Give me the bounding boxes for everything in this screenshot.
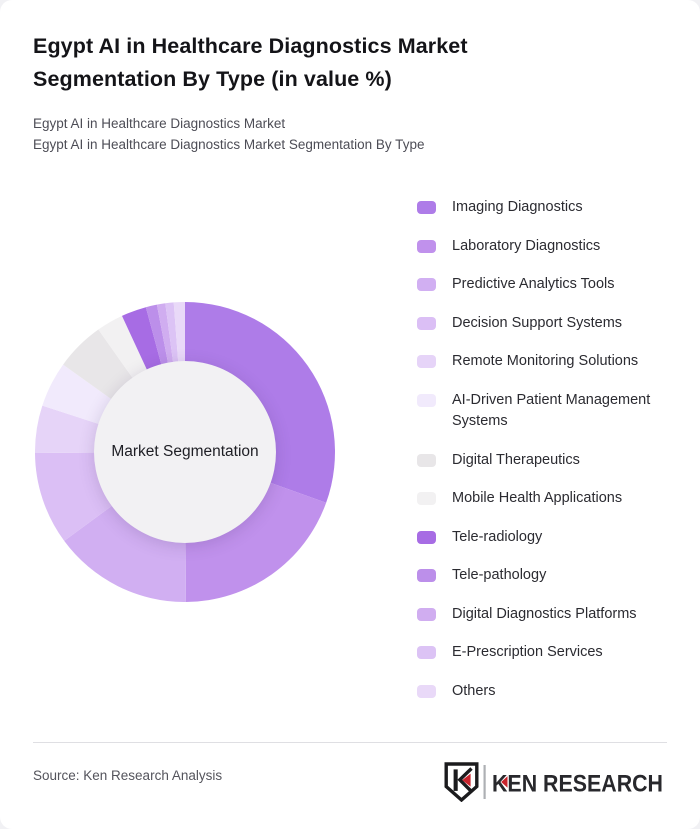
logo-wordmark: KEN RESEARCH (492, 771, 663, 798)
donut-center-hole: Market Segmentation (94, 361, 276, 543)
legend-label: Mobile Health Applications (452, 490, 623, 506)
legend-swatch-mobile-health-applications (417, 492, 436, 505)
subtitle-line-1: Egypt AI in Healthcare Diagnostics Marke… (33, 116, 286, 131)
footer-divider (33, 742, 667, 743)
legend-swatch-remote-monitoring-solutions (417, 355, 436, 368)
legend-swatch-ai-driven-patient-management-systems (417, 393, 436, 407)
ken-research-logo: KEN RESEARCH (444, 762, 667, 807)
legend-item-e-prescription-services: E-Prescription Services (417, 642, 673, 664)
legend-swatch-e-prescription-services (417, 646, 436, 659)
legend-item-remote-monitoring-solutions: Remote Monitoring Solutions (417, 351, 673, 373)
source-note: Source: Ken Research Analysis (33, 768, 223, 783)
legend-label: Tele-pathology (452, 567, 547, 583)
legend-item-mobile-health-applications: Mobile Health Applications (417, 488, 673, 510)
legend-swatch-laboratory-diagnostics (417, 239, 436, 253)
legend-label: E-Prescription Services (452, 644, 603, 660)
legend-item-laboratory-diagnostics: Laboratory Diagnostics (417, 236, 673, 258)
shield-k-icon (444, 762, 479, 803)
donut-center-label: Market Segmentation (111, 443, 259, 460)
legend-item-imaging-diagnostics: Imaging Diagnostics (417, 197, 673, 219)
legend: Imaging Diagnostics Laboratory Diagnostic… (417, 197, 673, 719)
page-title: Egypt AI in Healthcare Diagnostics Marke… (33, 34, 468, 91)
logo-separator (483, 765, 486, 799)
legend-label: Laboratory Diagnostics (452, 237, 601, 254)
legend-label: Tele-radiology (452, 528, 543, 545)
legend-item-predictive-analytics-tools: Predictive Analytics Tools (417, 274, 673, 296)
legend-item-tele-pathology: Tele-pathology (417, 565, 673, 587)
legend-item-digital-therapeutics: Digital Therapeutics (417, 450, 673, 472)
svg-text:KEN RESEARCH: KEN RESEARCH (492, 771, 663, 798)
subtitle-line-2: Egypt AI in Healthcare Diagnostics Marke… (33, 137, 425, 152)
legend-swatch-decision-support-systems (417, 316, 436, 330)
legend-swatch-tele-pathology (417, 569, 436, 582)
legend-item-decision-support-systems: Decision Support Systems (417, 313, 673, 335)
legend-swatch-digital-diagnostics-platforms (417, 607, 436, 621)
legend-label: Predictive Analytics Tools (452, 276, 615, 292)
legend-item-ai-driven-patient-management-systems: AI-Driven Patient Management Systems (417, 390, 673, 433)
legend-swatch-tele-radiology (417, 530, 436, 544)
legend-item-digital-diagnostics-platforms: Digital Diagnostics Platforms (417, 604, 673, 626)
legend-label: Digital Therapeutics (452, 451, 580, 468)
subtitle-block: Egypt AI in Healthcare Diagnostics Marke… (33, 113, 653, 155)
ken-research-logo-svg: KEN RESEARCH (444, 762, 663, 803)
legend-item-others: Others (417, 681, 673, 703)
legend-swatch-imaging-diagnostics (417, 201, 436, 214)
legend-item-tele-radiology: Tele-radiology (417, 527, 673, 549)
legend-label: Imaging Diagnostics (452, 199, 583, 215)
legend-label: AI-Driven Patient Management Systems (452, 391, 651, 430)
legend-swatch-digital-therapeutics (417, 453, 436, 467)
legend-label: Remote Monitoring Solutions (452, 353, 639, 369)
legend-swatch-others (417, 684, 436, 698)
legend-label: Decision Support Systems (452, 314, 623, 331)
legend-swatch-predictive-analytics-tools (417, 278, 436, 291)
legend-label: Digital Diagnostics Platforms (452, 605, 637, 622)
legend-label: Others (452, 682, 496, 699)
